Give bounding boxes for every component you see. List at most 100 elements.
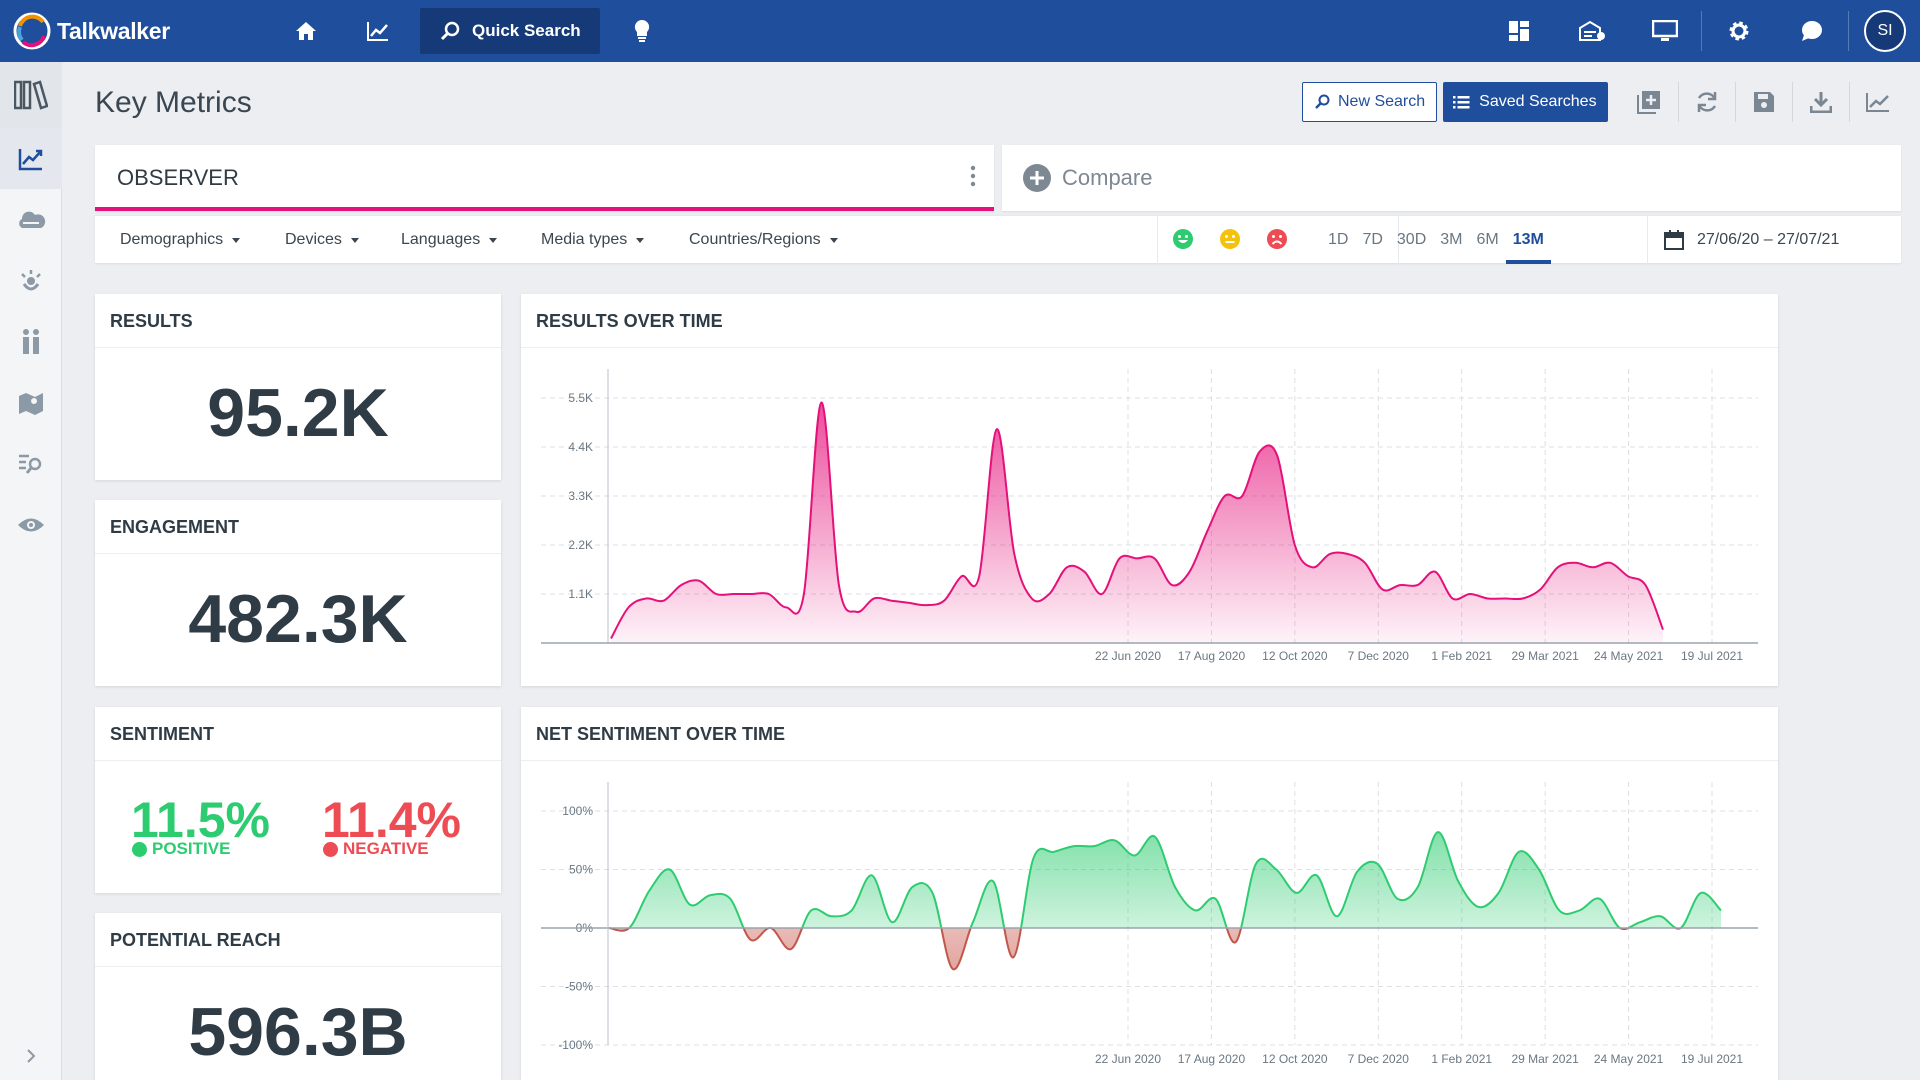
net-sentiment-card: NET SENTIMENT OVER TIME 100% 50% 0% -50% -10… [521, 707, 1778, 1080]
positive-area [609, 832, 1721, 928]
analytics-icon[interactable] [342, 0, 414, 62]
filter-languages[interactable]: Languages [401, 231, 498, 249]
period-selector: 1D 7D 30D 3M 6M 13M [1321, 216, 1551, 264]
monitor-icon[interactable] [1628, 0, 1701, 62]
more-vert-icon[interactable] [970, 165, 976, 192]
new-search-button[interactable]: New Search [1302, 82, 1438, 122]
filter-countries-regions[interactable]: Countries/Regions [689, 231, 838, 249]
y-tick-label: 5.5K [568, 391, 593, 405]
positive-label: POSITIVE [132, 839, 230, 859]
card-divider [95, 347, 501, 348]
positive-face-icon[interactable] [1172, 228, 1194, 250]
sentiment-line-positive [609, 831, 1722, 928]
add-to-dashboard-icon[interactable] [1621, 82, 1678, 122]
period-1d[interactable]: 1D [1328, 231, 1349, 248]
add-circle-icon [1023, 164, 1051, 192]
line-chart-icon[interactable] [0, 128, 62, 189]
period-3m[interactable]: 3M [1440, 231, 1463, 248]
results-card: RESULTS 95.2K [95, 294, 501, 480]
compare-button[interactable]: Compare [1002, 145, 1901, 211]
brand[interactable]: Talkwalker [0, 12, 270, 50]
net-sentiment-chart[interactable]: 100%50%0%-50%-100%22 Jun 2020 17 Aug 2020… [521, 707, 1778, 1080]
y-tick-label: 4.4K [568, 440, 593, 454]
influencer-icon[interactable] [0, 250, 62, 311]
results-value: 95.2K [207, 375, 389, 451]
query-label: OBSERVER [117, 165, 239, 190]
filter-demographics[interactable]: Demographics [120, 231, 241, 249]
user-avatar[interactable]: SI [1864, 10, 1906, 52]
lightbulb-icon[interactable] [606, 0, 678, 62]
x-tick-label: 12 Oct 2020 [1262, 649, 1328, 663]
period-30d[interactable]: 30D [1396, 231, 1427, 248]
period-13m[interactable]: 13M [1505, 216, 1551, 264]
demographics-icon[interactable] [0, 311, 62, 372]
gear-icon[interactable] [1702, 0, 1775, 62]
x-tick-label: 7 Dec 2020 [1348, 1052, 1410, 1066]
neutral-face-icon[interactable] [1219, 228, 1241, 250]
save-icon[interactable] [1734, 82, 1792, 122]
quick-search-label: Quick Search [472, 21, 581, 40]
compare-label: Compare [1062, 165, 1153, 190]
y-tick-label: 50% [569, 863, 593, 877]
engagement-value: 482.3K [188, 581, 408, 657]
sentiment-title: SENTIMENT [110, 724, 215, 744]
saved-searches-button[interactable]: Saved Searches [1443, 82, 1608, 122]
card-divider [95, 760, 501, 761]
potential-reach-card: POTENTIAL REACH 596.3B [95, 913, 501, 1080]
library-icon[interactable] [0, 62, 62, 128]
negative-value: 11.4% [322, 792, 462, 848]
talkwalker-logo-icon [13, 12, 51, 50]
x-tick-label: 22 Jun 2020 [1095, 1052, 1161, 1066]
page-title: Key Metrics [95, 86, 252, 119]
search-list-icon[interactable] [0, 433, 62, 494]
refresh-icon[interactable] [1677, 82, 1735, 122]
x-tick-label: 7 Dec 2020 [1348, 649, 1410, 663]
x-tick-label: 1 Feb 2021 [1431, 1052, 1492, 1066]
date-range-label: 27/06/20 – 27/07/21 [1697, 231, 1840, 248]
negative-label: NEGATIVE [323, 839, 429, 859]
brand-name: Talkwalker [57, 17, 170, 44]
eye-icon[interactable] [0, 494, 62, 555]
dashboard-icon[interactable] [1482, 0, 1555, 62]
engagement-card: ENGAGEMENT 482.3K [95, 500, 501, 686]
map-icon[interactable] [0, 372, 62, 433]
chevron-right-icon[interactable] [0, 1032, 62, 1080]
header-actions: New Search Saved Searches [1302, 82, 1906, 122]
x-tick-label: 29 Mar 2021 [1511, 1052, 1579, 1066]
chat-icon[interactable] [1775, 0, 1848, 62]
left-sidebar [0, 62, 62, 1080]
positive-value: 11.5% [131, 792, 271, 848]
results-area [611, 402, 1663, 643]
search-icon [1315, 94, 1330, 109]
y-tick-label: 100% [562, 804, 593, 818]
x-tick-label: 19 Jul 2021 [1681, 1052, 1743, 1066]
results-over-time-chart[interactable]: 1.1K 2.2K 3.3K 4.4K 5.5K 22 Jun 2020 17 Aug 20… [521, 294, 1778, 686]
filter-devices[interactable]: Devices [285, 231, 359, 249]
x-tick-label: 24 May 2021 [1594, 1052, 1664, 1066]
x-tick-label: 17 Aug 2020 [1178, 649, 1246, 663]
trend-icon[interactable] [1848, 82, 1906, 122]
results-over-time-card: RESULTS OVER TIME 1.1K 2.2K 3.3K 4.4K 5.5K 22… [521, 294, 1778, 686]
search-icon [440, 21, 460, 41]
filter-bar: Demographics Devices Languages Media typ… [95, 215, 1901, 264]
list-icon [1453, 96, 1470, 109]
engagement-title: ENGAGEMENT [110, 517, 240, 537]
quick-search-button[interactable]: Quick Search [420, 8, 600, 54]
date-range-picker[interactable]: 27/06/20 – 27/07/21 [1647, 216, 1901, 264]
home-icon[interactable] [270, 0, 342, 62]
potential-reach-title: POTENTIAL REACH [110, 930, 281, 950]
filter-media-types[interactable]: Media types [541, 231, 645, 249]
y-tick-label: -50% [565, 980, 593, 994]
topbar-divider [1701, 11, 1702, 51]
cloud-icon[interactable] [0, 189, 62, 250]
negative-face-icon[interactable] [1266, 228, 1288, 250]
calendar-icon [1664, 230, 1684, 250]
download-icon[interactable] [1791, 82, 1849, 122]
y-tick-label: 2.2K [568, 538, 593, 552]
alerts-icon[interactable] [1555, 0, 1628, 62]
period-7d[interactable]: 7D [1362, 231, 1383, 248]
query-card[interactable]: OBSERVER [95, 145, 994, 211]
potential-reach-value: 596.3B [188, 994, 408, 1070]
period-6m[interactable]: 6M [1476, 231, 1499, 248]
x-tick-label: 19 Jul 2021 [1681, 649, 1743, 663]
